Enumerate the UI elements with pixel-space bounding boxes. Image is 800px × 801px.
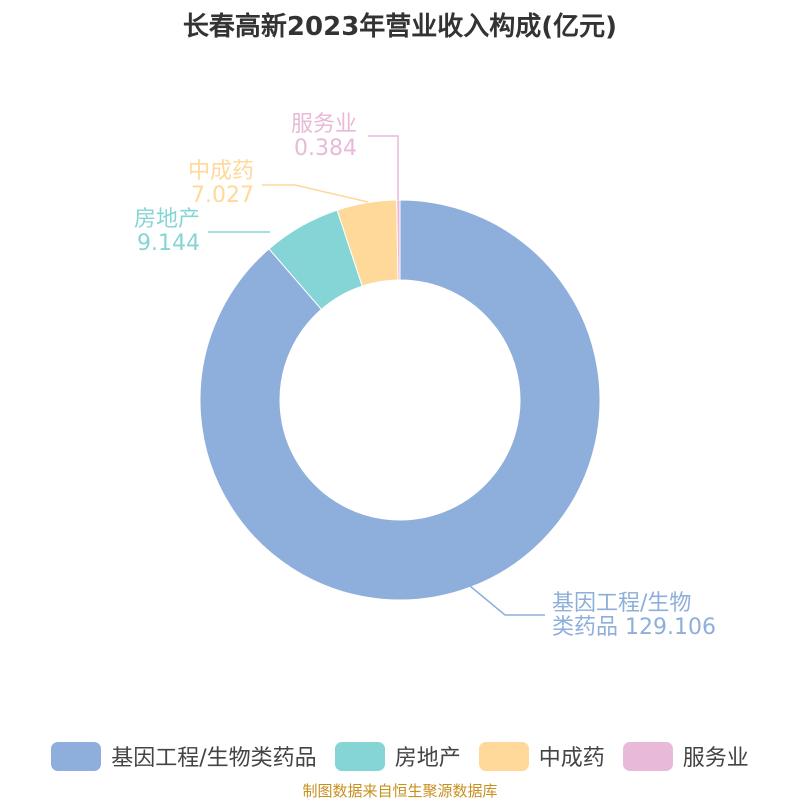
leader-line	[262, 184, 369, 203]
slice-value-label: 9.144	[137, 231, 200, 256]
legend: 基因工程/生物类药品 房地产 中成药 服务业	[0, 740, 800, 772]
leader-line	[469, 585, 545, 616]
slice-category-label: 基因工程/生物	[552, 591, 691, 616]
legend-swatch	[478, 741, 529, 771]
legend-label: 房地产	[394, 746, 461, 771]
slice-value-label: 7.027	[191, 183, 254, 208]
legend-label: 基因工程/生物类药品	[111, 746, 317, 771]
legend-label: 服务业	[682, 746, 749, 771]
donut-slice[interactable]	[199, 199, 601, 601]
legend-item-gene-drugs[interactable]: 基因工程/生物类药品	[51, 740, 317, 772]
legend-item-services[interactable]: 服务业	[622, 740, 749, 772]
slice-category-label: 房地产	[134, 207, 200, 232]
slice-category-label: 服务业	[291, 112, 357, 137]
legend-swatch	[622, 741, 673, 771]
source-note: 制图数据来自恒生聚源数据库	[302, 782, 498, 800]
legend-item-tcm[interactable]: 中成药	[478, 740, 605, 772]
slice-value-label: 类药品 129.106	[552, 615, 716, 640]
slice-category-label: 中成药	[188, 159, 254, 184]
donut-slice[interactable]	[396, 199, 401, 281]
legend-swatch	[51, 741, 102, 771]
leader-line	[368, 135, 399, 200]
legend-label: 中成药	[538, 746, 605, 771]
slice-value-label: 0.384	[294, 136, 357, 161]
legend-item-real-estate[interactable]: 房地产	[334, 740, 461, 772]
chart-title: 长春高新2023年营业收入构成(亿元)	[182, 12, 618, 42]
legend-swatch	[334, 741, 385, 771]
